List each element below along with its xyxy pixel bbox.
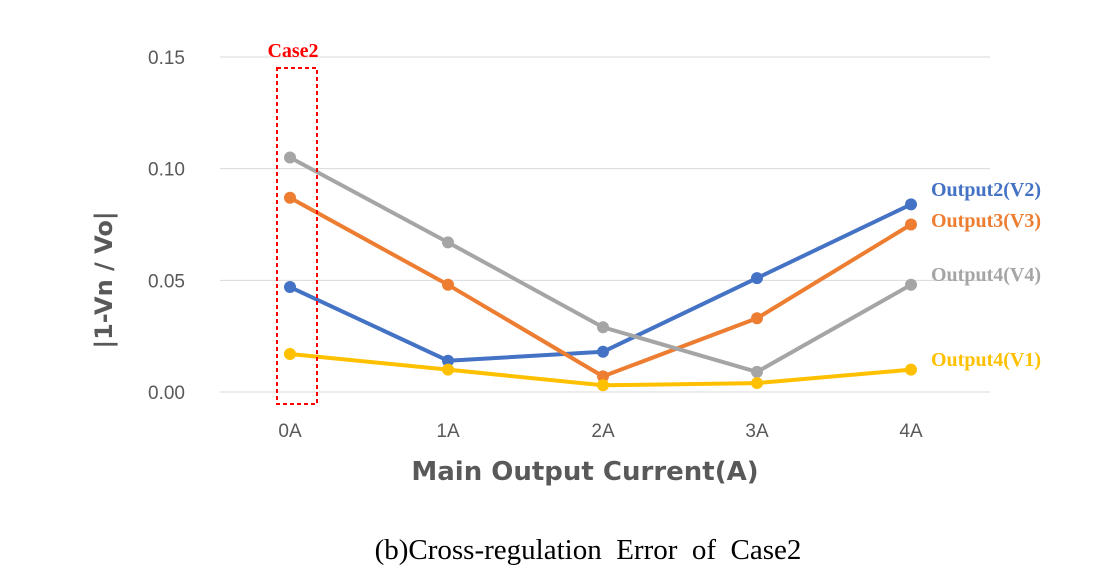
data-point xyxy=(751,377,763,390)
y-tick-label: 0.00 xyxy=(148,383,185,404)
series-label: Output4(V4) xyxy=(931,264,1041,286)
data-point xyxy=(284,281,296,294)
data-point xyxy=(284,191,296,204)
data-point xyxy=(905,198,917,211)
x-tick-label: 1A xyxy=(436,421,460,442)
case-highlight: Case2 xyxy=(267,40,319,405)
data-point xyxy=(597,345,609,358)
series-3 xyxy=(284,151,917,378)
figure-caption: (b)Cross-regulation Error of Case2 xyxy=(375,534,802,566)
series-label: Output3(V3) xyxy=(931,210,1041,232)
x-axis-title: Main Output Current(A) xyxy=(411,457,758,487)
data-point xyxy=(597,321,609,334)
series-4 xyxy=(284,348,917,392)
series-label: Output4(V1) xyxy=(931,349,1041,371)
series-line xyxy=(289,155,912,374)
data-point xyxy=(442,354,454,367)
data-point xyxy=(284,151,296,164)
x-tick-labels: 0A 1A 2A 3A 4A xyxy=(278,421,923,442)
data-point xyxy=(597,370,609,383)
x-tick-label: 2A xyxy=(591,421,615,442)
data-point xyxy=(442,363,454,376)
series-label: Output2(V2) xyxy=(931,179,1041,201)
data-point xyxy=(442,236,454,249)
data-point xyxy=(751,312,763,325)
x-tick-label: 0A xyxy=(278,421,302,442)
case-highlight-label: Case2 xyxy=(267,40,318,62)
case-highlight-box xyxy=(276,67,318,405)
data-point xyxy=(751,365,763,378)
y-tick-label: 0.10 xyxy=(148,160,185,181)
gridlines xyxy=(220,56,990,393)
y-tick-label: 0.05 xyxy=(148,271,185,292)
data-point xyxy=(905,278,917,291)
x-tick-label: 3A xyxy=(745,421,769,442)
series-2 xyxy=(284,191,917,383)
data-point xyxy=(751,272,763,285)
data-point xyxy=(284,348,296,361)
series-labels: Output2(V2) Output3(V3) Output4(V4) Output4… xyxy=(931,179,1041,371)
x-tick-label: 4A xyxy=(899,421,923,442)
data-point xyxy=(905,218,917,231)
y-tick-label: 0.15 xyxy=(148,48,185,69)
data-point xyxy=(597,379,609,392)
y-axis-title: |1-Vn / Vo| xyxy=(90,211,118,348)
y-tick-labels: 0.00 0.05 0.10 0.15 xyxy=(148,48,185,404)
series-1 xyxy=(284,198,917,367)
data-point xyxy=(905,363,917,376)
series-lines xyxy=(284,151,917,392)
data-point xyxy=(442,278,454,291)
